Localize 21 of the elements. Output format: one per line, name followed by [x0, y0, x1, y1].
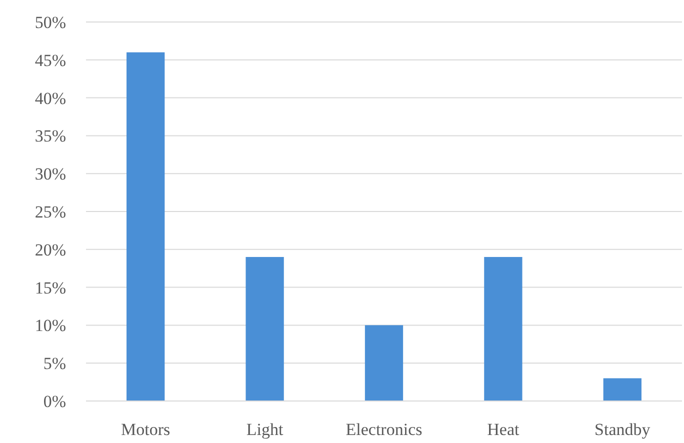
x-tick-label: Light [246, 420, 284, 439]
x-tick-label: Electronics [346, 420, 422, 439]
y-tick-label: 35% [34, 126, 66, 146]
bar [603, 378, 642, 401]
y-tick-label: 5% [43, 354, 66, 374]
y-tick-label: 50% [34, 12, 66, 32]
y-tick-label: 40% [34, 88, 66, 108]
y-tick-label: 30% [34, 164, 66, 184]
y-tick-label: 20% [34, 240, 66, 260]
y-tick-label: 45% [34, 50, 66, 70]
x-tick-label: Heat [487, 420, 520, 439]
y-tick-label: 10% [34, 316, 66, 336]
bar [484, 256, 522, 401]
y-tick-label: 15% [34, 278, 66, 298]
x-tick-label: Motors [121, 420, 170, 439]
y-tick-label: 25% [34, 202, 66, 222]
x-tick-label: Standby [594, 420, 651, 439]
bar [126, 52, 165, 401]
y-tick-label: 0% [43, 392, 66, 411]
bar [364, 325, 404, 401]
bar [246, 256, 284, 401]
